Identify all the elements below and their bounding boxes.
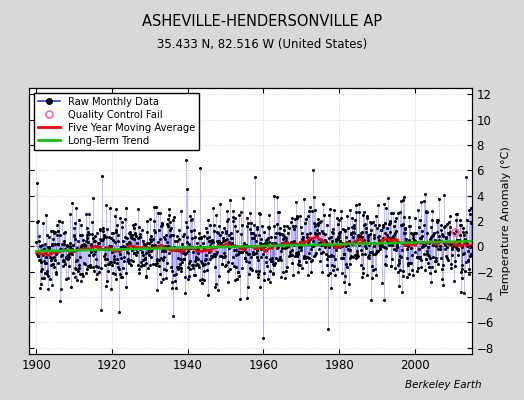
Text: 35.433 N, 82.516 W (United States): 35.433 N, 82.516 W (United States): [157, 38, 367, 51]
Legend: Raw Monthly Data, Quality Control Fail, Five Year Moving Average, Long-Term Tren: Raw Monthly Data, Quality Control Fail, …: [34, 93, 199, 150]
Text: ASHEVILLE-HENDERSONVILLE AP: ASHEVILLE-HENDERSONVILLE AP: [142, 14, 382, 29]
Text: Berkeley Earth: Berkeley Earth: [406, 380, 482, 390]
Y-axis label: Temperature Anomaly (°C): Temperature Anomaly (°C): [501, 147, 511, 295]
